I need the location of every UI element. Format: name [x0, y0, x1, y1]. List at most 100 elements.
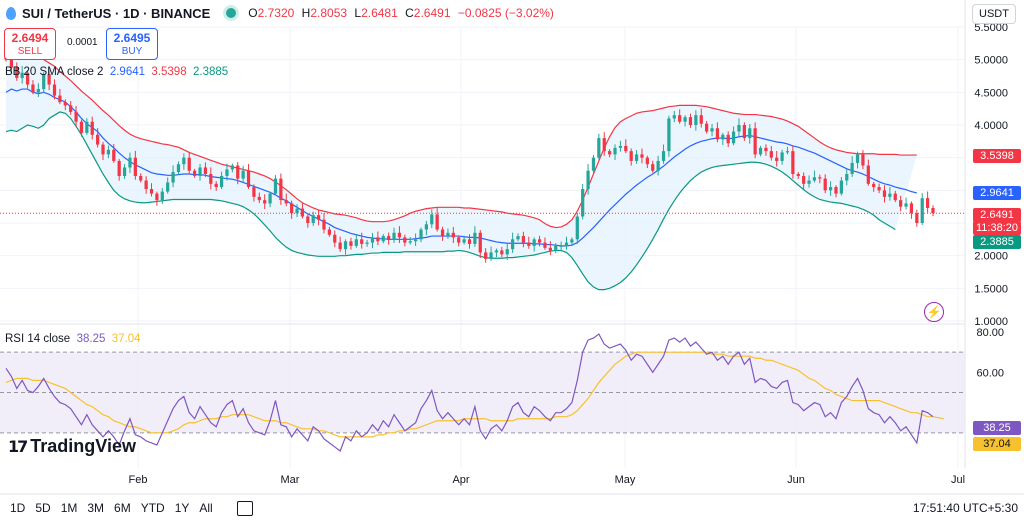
candle-body: [828, 187, 833, 191]
candle-body: [888, 193, 892, 197]
time-tick-label: Jun: [787, 474, 805, 486]
candle-body: [489, 252, 493, 259]
candle-body: [597, 138, 601, 158]
candle-body: [117, 160, 121, 176]
candle-body: [775, 157, 779, 161]
price-tick-label: 4.0000: [974, 120, 1008, 132]
candle-body: [446, 232, 450, 237]
candle-body: [812, 177, 817, 181]
lightning-icon[interactable]: ⚡: [924, 302, 944, 322]
timeframe-1y[interactable]: 1Y: [174, 501, 190, 515]
candle-body: [527, 242, 531, 246]
candle-body: [570, 239, 574, 243]
candle-body: [785, 151, 790, 153]
timeframe-ytd[interactable]: YTD: [140, 501, 165, 515]
candle-body: [106, 149, 111, 155]
candle-body: [758, 147, 763, 155]
timeframe-1m[interactable]: 1M: [60, 501, 78, 515]
candle-body: [101, 144, 105, 155]
candle-body: [397, 232, 402, 238]
candle-body: [413, 239, 418, 242]
timeframe-6m[interactable]: 6M: [114, 501, 131, 515]
rsi-ma-legend-value: 37.04: [111, 333, 141, 345]
candle-body: [543, 242, 547, 248]
timeframe-all[interactable]: All: [199, 501, 213, 515]
candle-body: [376, 237, 380, 242]
ohlc-low: 2.6481: [361, 6, 398, 20]
candle-body: [112, 149, 116, 161]
candle-body: [295, 208, 299, 214]
candle-body: [705, 123, 709, 132]
candle-body: [586, 170, 590, 190]
candle-body: [198, 167, 202, 176]
candle-body: [273, 178, 278, 194]
candle-body: [268, 193, 272, 204]
buy-button[interactable]: 2.6495 BUY: [106, 28, 158, 60]
candle-body: [904, 203, 908, 207]
bb-legend[interactable]: BB 20 SMA close 2 2.9641 3.5398 2.3885: [5, 66, 228, 78]
candle-body: [171, 172, 175, 183]
candle-body: [640, 154, 644, 158]
candle-body: [290, 203, 294, 214]
candle-body: [629, 151, 633, 161]
calendar-icon[interactable]: [237, 501, 253, 516]
candle-body: [52, 84, 57, 96]
candle-body: [333, 234, 337, 243]
candle-body: [182, 157, 186, 165]
candle-body: [193, 170, 197, 176]
candle-body: [203, 167, 208, 174]
candle-body: [651, 164, 655, 171]
bb-upper-value: 3.5398: [151, 66, 187, 78]
spread-value: 0.0001: [67, 37, 98, 48]
rsi-band-fill: [0, 352, 965, 433]
candle-body: [311, 215, 315, 223]
candle-body: [521, 236, 526, 243]
rsi-badge: 38.25: [973, 421, 1021, 435]
rsi-ma-badge: 37.04: [973, 437, 1021, 451]
clock[interactable]: 17:51:40 UTC+5:30: [912, 501, 1018, 515]
time-tick-label: May: [615, 474, 636, 486]
candle-body: [494, 250, 499, 253]
bb-band-fill: [6, 49, 917, 290]
candle-body: [484, 252, 488, 259]
sell-button[interactable]: 2.6494 SELL: [4, 28, 56, 60]
candle-body: [219, 175, 224, 188]
candle-body: [818, 177, 822, 179]
candle-body: [144, 180, 148, 190]
candle-body: [581, 189, 585, 217]
candle-body: [63, 102, 67, 106]
candle-body: [451, 232, 455, 238]
candle-body: [128, 157, 132, 168]
timeframe-3m[interactable]: 3M: [87, 501, 105, 515]
rsi-legend[interactable]: RSI 14 close 38.25 37.04: [5, 333, 141, 345]
candle-body: [866, 165, 870, 184]
candle-body: [753, 128, 757, 155]
timeframe-5d[interactable]: 5D: [35, 501, 51, 515]
timeframe-1d[interactable]: 1D: [10, 501, 26, 515]
candle-body: [672, 115, 676, 119]
ohlc-high: 2.8053: [310, 6, 348, 20]
candle-body: [90, 121, 94, 135]
tradingview-logo-text: TradingView: [30, 436, 136, 456]
candle-body: [176, 164, 181, 173]
candle-body: [855, 154, 860, 163]
candle-body: [419, 229, 423, 240]
currency-selector[interactable]: USDT: [972, 4, 1016, 24]
candle-body: [645, 157, 649, 165]
candle-body: [25, 72, 30, 85]
time-tick-label: Feb: [129, 474, 148, 486]
candle-body: [457, 237, 461, 243]
candle-body: [791, 151, 795, 174]
candle-body: [742, 125, 746, 139]
price-tick-label: 5.0000: [974, 55, 1008, 67]
symbol-logo-icon: [6, 6, 16, 20]
candle-body: [74, 111, 78, 122]
bb-upper-badge: 3.5398: [973, 149, 1021, 163]
symbol-title[interactable]: SUI / TetherUS · 1D · BINANCE: [22, 5, 211, 21]
bottom-toolbar: 1D 5D 1M 3M 6M YTD 1Y All 17:51:40 UTC+5…: [0, 496, 1024, 520]
candle-body: [133, 157, 137, 176]
candle-body: [505, 249, 509, 255]
candle-body: [166, 182, 170, 192]
candle-body: [85, 121, 89, 133]
